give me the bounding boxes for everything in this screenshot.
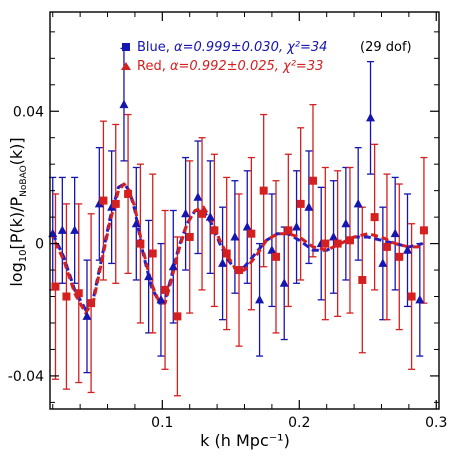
red-point bbox=[51, 282, 60, 291]
blue-point bbox=[144, 271, 154, 281]
red-point bbox=[161, 285, 170, 294]
legend-red-label: Red, α=0.992±0.025, χ²=33 bbox=[137, 59, 323, 74]
blue-point bbox=[156, 294, 166, 304]
axes: 0.1 0.2 0.3 -0.04 0 0.04 bbox=[8, 12, 447, 431]
y-label-pk-sub: NoBAO bbox=[19, 165, 29, 197]
x-tick-label: 0.2 bbox=[288, 415, 310, 431]
red-point bbox=[87, 299, 96, 308]
red-point bbox=[136, 239, 145, 248]
blue-point bbox=[353, 198, 363, 208]
y-tick-label: 0.04 bbox=[13, 104, 44, 120]
red-point bbox=[333, 239, 342, 248]
red-point bbox=[235, 266, 244, 275]
red-point bbox=[62, 292, 71, 301]
y-label-end: (k)] bbox=[7, 137, 26, 165]
blue-point bbox=[292, 222, 302, 231]
blue-model-curve bbox=[51, 182, 423, 312]
y-tick-label: 0 bbox=[35, 237, 44, 253]
red-point bbox=[296, 199, 305, 208]
red-point bbox=[124, 189, 133, 198]
legend-blue-alpha: α=0.999±0.030, χ²=34 bbox=[174, 40, 327, 55]
legend-blue-dof: (29 dof) bbox=[360, 40, 412, 55]
blue-point bbox=[168, 261, 178, 271]
red-point bbox=[185, 232, 194, 241]
blue-point bbox=[267, 245, 277, 254]
red-point bbox=[382, 242, 391, 251]
blue-point bbox=[279, 278, 289, 287]
blue-point bbox=[378, 258, 388, 267]
blue-point bbox=[218, 258, 228, 267]
blue-point bbox=[70, 225, 80, 234]
red-point bbox=[308, 176, 317, 185]
blue-point bbox=[230, 231, 240, 241]
legend-red-prefix: Red, bbox=[137, 59, 170, 74]
y-axis-label: log10[P(k)/PNoBAO(k)] bbox=[7, 137, 29, 286]
blue-point bbox=[107, 202, 117, 211]
blue-point bbox=[94, 198, 104, 208]
red-point bbox=[198, 209, 207, 218]
y-label-log-sub: 10 bbox=[18, 250, 29, 263]
blue-point bbox=[131, 218, 141, 228]
legend-blue-label: Blue, α=0.999±0.030, χ²=34 bbox=[137, 40, 327, 55]
y-label-log: log bbox=[7, 262, 26, 286]
red-point bbox=[173, 312, 182, 321]
red-point bbox=[370, 213, 379, 222]
blue-point bbox=[402, 245, 412, 254]
red-point bbox=[210, 226, 219, 235]
blue-point bbox=[304, 202, 314, 211]
blue-point bbox=[193, 192, 203, 201]
legend-red-alpha: α=0.992±0.025, χ²=33 bbox=[170, 59, 323, 74]
red-point bbox=[259, 186, 268, 195]
blue-point bbox=[329, 231, 339, 241]
red-point bbox=[358, 275, 367, 284]
red-point bbox=[321, 239, 330, 248]
red-point bbox=[111, 199, 120, 208]
blue-point bbox=[415, 294, 425, 304]
red-point bbox=[247, 229, 256, 238]
red-point bbox=[222, 249, 231, 258]
y-label-pk: [P(k)/P bbox=[7, 197, 26, 250]
blue-point bbox=[366, 112, 376, 122]
red-point bbox=[272, 252, 281, 261]
x-tick-label: 0.1 bbox=[151, 415, 173, 431]
red-point bbox=[407, 292, 416, 301]
blue-point bbox=[82, 311, 92, 320]
red-point bbox=[99, 196, 108, 205]
x-tick-label: 0.3 bbox=[425, 415, 447, 431]
red-point bbox=[395, 252, 404, 261]
red-point bbox=[419, 226, 428, 235]
blue-point bbox=[242, 222, 252, 231]
legend-marker-red bbox=[121, 62, 131, 70]
legend-blue-prefix: Blue, bbox=[137, 40, 174, 55]
red-point bbox=[148, 249, 157, 258]
legend-marker-blue bbox=[122, 43, 130, 51]
blue-point bbox=[390, 228, 400, 238]
blue-point bbox=[57, 225, 67, 234]
red-point bbox=[74, 289, 83, 298]
x-axis-label: k (h Mpc⁻¹) bbox=[200, 431, 290, 450]
legend: Blue, α=0.999±0.030, χ²=34 (29 dof) Red,… bbox=[121, 40, 412, 74]
y-tick-label: -0.04 bbox=[8, 369, 44, 385]
blue-point bbox=[255, 294, 265, 304]
blue-point bbox=[341, 218, 351, 228]
red-point bbox=[284, 226, 293, 235]
blue-point bbox=[119, 99, 129, 109]
blue-point bbox=[205, 212, 215, 221]
red-point bbox=[345, 236, 354, 245]
blue-point bbox=[181, 208, 191, 218]
plot-area bbox=[48, 47, 428, 397]
